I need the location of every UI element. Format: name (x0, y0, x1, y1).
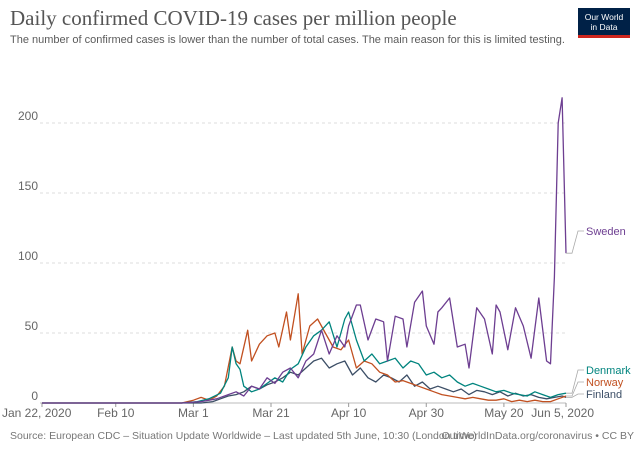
y-tick-label: 150 (18, 179, 38, 193)
credit-link[interactable]: OurWorldInData.org/coronavirus • CC BY (441, 430, 634, 442)
logo-line-1: Our World (584, 12, 624, 22)
series-label-finland: Finland (586, 389, 622, 401)
chart-title: Daily confirmed COVID-19 cases per milli… (10, 6, 457, 30)
x-tick-label: Jun 5, 2020 (531, 406, 594, 420)
series-line-sweden[interactable] (42, 97, 567, 404)
label-connector (566, 369, 584, 394)
label-connector (566, 381, 584, 397)
owid-logo[interactable]: Our World in Data (578, 8, 630, 38)
gridlines (40, 122, 566, 404)
label-connector (566, 230, 584, 254)
chart-subtitle: The number of confirmed cases is lower t… (10, 34, 565, 46)
series-line-denmark[interactable] (42, 311, 567, 404)
label-connector (566, 393, 584, 398)
series-label-norway: Norway (586, 377, 624, 389)
y-tick-label: 50 (25, 319, 39, 333)
x-tick-label: Apr 30 (409, 406, 445, 420)
y-tick-label: 0 (31, 389, 38, 403)
x-tick-label: Feb 10 (97, 406, 135, 420)
y-axis-ticks: 0 50 100 150 200 (18, 109, 38, 403)
x-tick-label: May 20 (484, 406, 524, 420)
x-tick-label: Mar 1 (178, 406, 209, 420)
series-line-norway[interactable] (42, 293, 567, 404)
x-tick-label: Mar 21 (252, 406, 290, 420)
series-lines (42, 97, 567, 404)
x-tick-label: Apr 10 (331, 406, 367, 420)
x-tick-label: Jan 22, 2020 (2, 406, 72, 420)
logo-accent-bar (578, 35, 630, 38)
logo-line-2: in Data (590, 22, 618, 32)
y-tick-label: 100 (18, 249, 38, 263)
series-label-sweden: Sweden (586, 226, 626, 238)
series-label-denmark: Denmark (586, 365, 631, 377)
x-axis-ticks: Jan 22, 2020 Feb 10 Mar 1 Mar 21 Apr 10 Apr 3… (2, 403, 594, 420)
source-note: Source: European CDC – Situation Update … (10, 430, 477, 442)
y-tick-label: 200 (18, 109, 38, 123)
